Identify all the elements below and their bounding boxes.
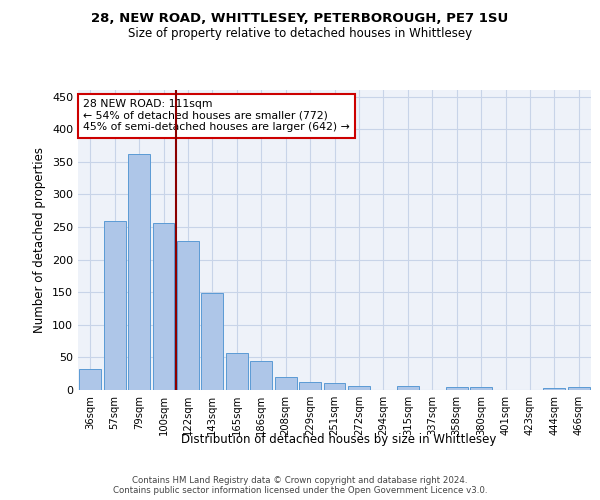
Bar — [348, 386, 370, 390]
Bar — [128, 154, 150, 390]
Bar — [397, 386, 419, 390]
Bar — [104, 221, 125, 390]
Bar — [202, 294, 223, 390]
Text: Distribution of detached houses by size in Whittlesey: Distribution of detached houses by size … — [181, 432, 497, 446]
Bar — [323, 383, 346, 390]
Bar — [79, 369, 101, 390]
Bar — [275, 377, 296, 390]
Bar — [470, 386, 492, 390]
Text: Size of property relative to detached houses in Whittlesey: Size of property relative to detached ho… — [128, 28, 472, 40]
Bar — [446, 388, 467, 390]
Bar — [226, 353, 248, 390]
Bar — [250, 360, 272, 390]
Bar — [568, 388, 590, 390]
Text: 28, NEW ROAD, WHITTLESEY, PETERBOROUGH, PE7 1SU: 28, NEW ROAD, WHITTLESEY, PETERBOROUGH, … — [91, 12, 509, 26]
Bar — [152, 223, 175, 390]
Text: Contains HM Land Registry data © Crown copyright and database right 2024.
Contai: Contains HM Land Registry data © Crown c… — [113, 476, 487, 495]
Text: 28 NEW ROAD: 111sqm
← 54% of detached houses are smaller (772)
45% of semi-detac: 28 NEW ROAD: 111sqm ← 54% of detached ho… — [83, 99, 350, 132]
Bar — [299, 382, 321, 390]
Bar — [544, 388, 565, 390]
Bar — [177, 242, 199, 390]
Y-axis label: Number of detached properties: Number of detached properties — [34, 147, 46, 333]
